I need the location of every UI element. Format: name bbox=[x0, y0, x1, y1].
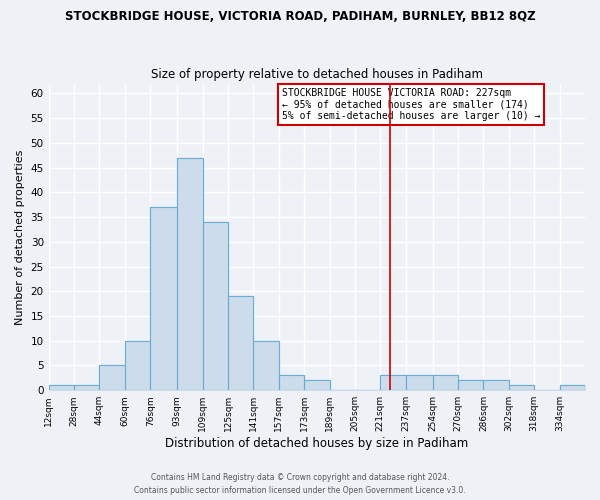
X-axis label: Distribution of detached houses by size in Padiham: Distribution of detached houses by size … bbox=[165, 437, 469, 450]
Y-axis label: Number of detached properties: Number of detached properties bbox=[15, 149, 25, 324]
Title: Size of property relative to detached houses in Padiham: Size of property relative to detached ho… bbox=[151, 68, 483, 81]
Text: STOCKBRIDGE HOUSE, VICTORIA ROAD, PADIHAM, BURNLEY, BB12 8QZ: STOCKBRIDGE HOUSE, VICTORIA ROAD, PADIHA… bbox=[65, 10, 535, 23]
Text: Contains HM Land Registry data © Crown copyright and database right 2024.
Contai: Contains HM Land Registry data © Crown c… bbox=[134, 474, 466, 495]
Text: STOCKBRIDGE HOUSE VICTORIA ROAD: 227sqm
← 95% of detached houses are smaller (17: STOCKBRIDGE HOUSE VICTORIA ROAD: 227sqm … bbox=[282, 88, 541, 122]
